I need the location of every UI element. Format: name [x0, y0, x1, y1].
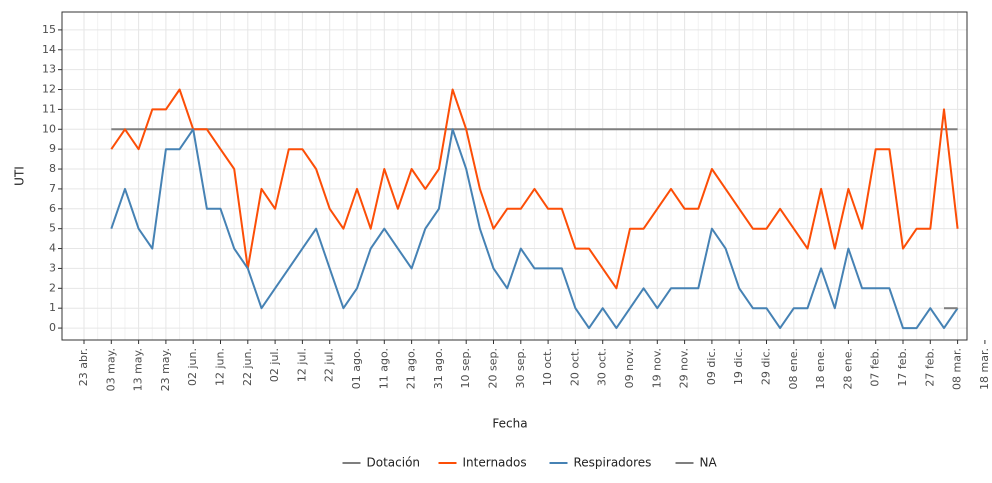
x-tick-label: 08 mar.: [951, 348, 964, 390]
y-tick-label: 12: [42, 83, 56, 96]
y-axis-title: UTI: [13, 166, 27, 186]
x-tick-label: 12 jul.: [295, 348, 308, 382]
series-line: [110, 88, 959, 290]
x-tick-label: 12 jun.: [214, 348, 227, 386]
x-tick-label: 10 oct.: [541, 348, 554, 386]
legend-label: NA: [700, 456, 718, 470]
x-tick-label: 07 feb.: [869, 348, 882, 387]
x-tick-label: 13 may.: [132, 348, 145, 391]
y-tick-label: 5: [49, 222, 56, 235]
x-tick-label: 02 jun.: [186, 348, 199, 386]
x-tick-label: 29 nov.: [678, 348, 691, 388]
x-tick-label: 02 jul.: [268, 348, 281, 382]
y-tick-label: 10: [42, 122, 56, 135]
legend-label: Internados: [463, 456, 527, 470]
x-axis-title: Fecha: [492, 417, 527, 431]
x-tick-label: 17 feb.: [896, 348, 909, 387]
legend-label: Dotación: [367, 456, 421, 470]
x-tick-label: 31 ago.: [432, 348, 445, 389]
x-tick-label: 18 mar.: [978, 348, 991, 390]
x-tick-label: 08 ene.: [787, 348, 800, 390]
x-tick-label: 03 may.: [104, 348, 117, 391]
y-tick-label: 11: [42, 102, 56, 115]
x-tick-label: 23 may.: [159, 348, 172, 391]
y-tick-label: 0: [49, 321, 56, 334]
y-tick-label: 9: [49, 142, 56, 155]
y-tick-label: 7: [49, 182, 56, 195]
y-tick-label: 15: [42, 23, 56, 36]
x-tick-label: 19 dic.: [732, 348, 745, 385]
x-tick-label: 23 abr.: [77, 348, 90, 386]
x-tick-label: 27 feb.: [923, 348, 936, 387]
x-tick-label: 11 ago.: [377, 348, 390, 389]
x-tick-label: 01 ago.: [350, 348, 363, 389]
x-tick-label: 29 dic.: [760, 348, 773, 385]
x-tick-label: 19 nov.: [650, 348, 663, 388]
plot-border: [61, 11, 968, 341]
x-tick-label: 20 oct.: [568, 348, 581, 386]
x-tick-label: 22 jun.: [241, 348, 254, 386]
series-line: [110, 128, 959, 330]
x-tick-label: 28 ene.: [841, 348, 854, 390]
x-tick-label: 30 oct.: [596, 348, 609, 386]
x-tick-label: 10 sep.: [459, 348, 472, 388]
y-tick-label: 13: [42, 63, 56, 76]
x-tick-label: 09 nov.: [623, 348, 636, 388]
y-tick-label: 1: [49, 301, 56, 314]
y-tick-label: 8: [49, 162, 56, 175]
y-tick-label: 2: [49, 281, 56, 294]
x-tick-label: 20 sep.: [487, 348, 500, 388]
x-tick-label: 22 jul.: [323, 348, 336, 382]
legend: Dotación Internados Respiradores NA: [342, 456, 718, 470]
x-tick-label: 30 sep.: [514, 348, 527, 388]
x-tick-label: 21 ago.: [405, 348, 418, 389]
y-tick-label: 6: [49, 202, 56, 215]
x-tick-label: 18 ene.: [814, 348, 827, 390]
y-tick-label: 4: [49, 242, 56, 255]
legend-label: Respiradores: [574, 456, 652, 470]
y-tick-label: 14: [42, 43, 56, 56]
y-tick-label: 3: [49, 261, 56, 274]
x-tick-label: 09 dic.: [705, 348, 718, 385]
